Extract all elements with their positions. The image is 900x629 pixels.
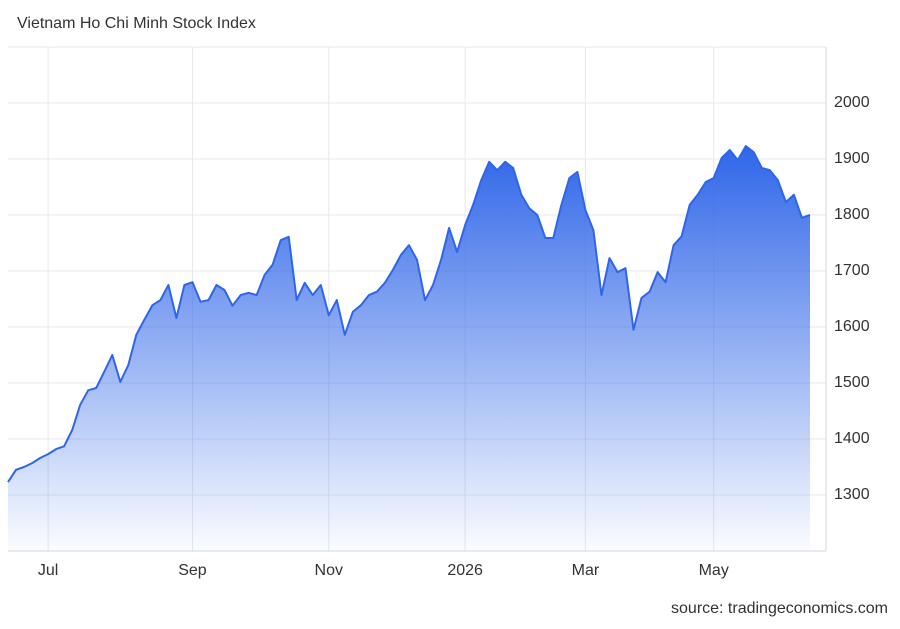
x-tick-label: Jul [38,562,58,579]
y-tick-label: 1400 [834,430,870,447]
y-tick-label: 1700 [834,262,870,279]
x-tick-label: Nov [315,562,343,579]
y-tick-label: 1300 [834,486,870,503]
y-tick-label: 1900 [834,150,870,167]
area [8,146,810,551]
chart-title: Vietnam Ho Chi Minh Stock Index [17,15,256,32]
x-tick-label: May [699,562,729,579]
y-tick-label: 1500 [834,374,870,391]
x-tick-label: Mar [572,562,600,579]
source: source: tradingeconomics.com [671,600,888,617]
x-tick-label: Sep [178,562,207,579]
y-tick-label: 2000 [834,94,870,111]
x-tick-label: 2026 [447,562,483,579]
line [7,145,811,483]
y-tick-label: 1600 [834,318,870,335]
y-tick-label: 1800 [834,206,870,223]
